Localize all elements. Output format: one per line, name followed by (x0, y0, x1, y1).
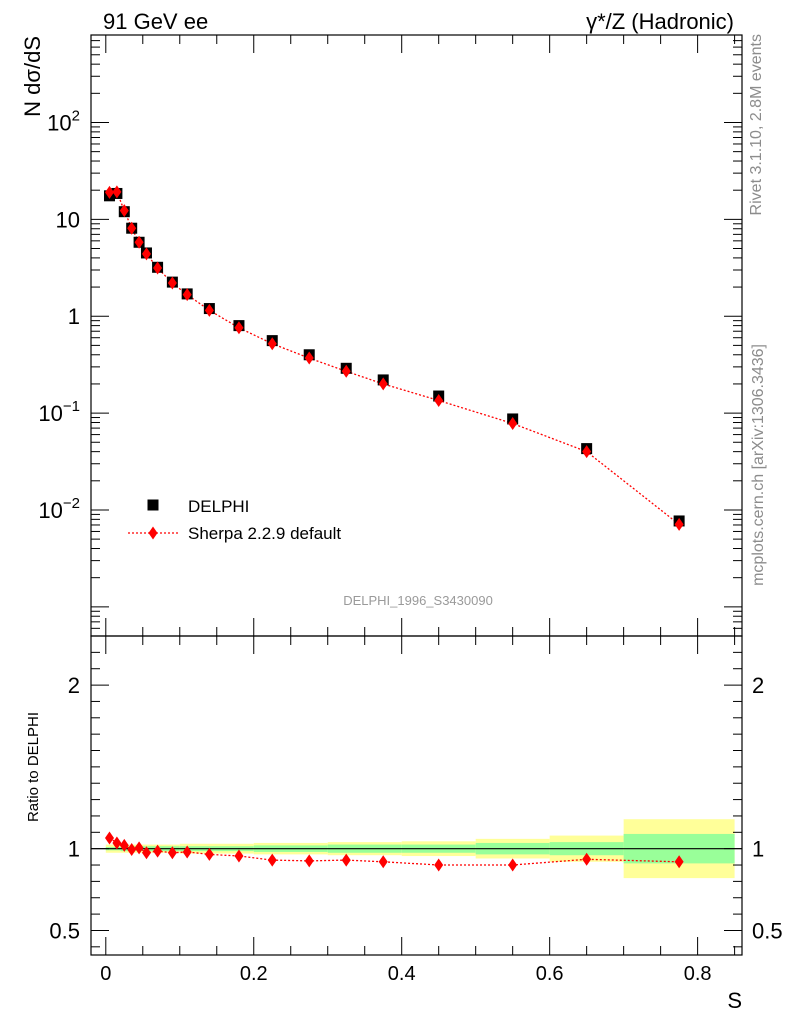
main-y-tick-label: 102 (47, 107, 80, 135)
ratio-y-axis-label: Ratio to DELPHI (25, 712, 42, 822)
sherpa-point (304, 351, 314, 365)
ratio-panel: 0 0.2 0.4 0.6 0.80.5 0.51 12 2 Ratio to DELPHI … (25, 635, 783, 1013)
analysis-watermark: DELPHI_1996_S3430090 (343, 593, 493, 608)
sherpa-point (167, 276, 177, 290)
ratio-sherpa-point (234, 849, 244, 863)
ratio-ticks: 0 0.2 0.4 0.6 0.8 0.5 0.5 1 1 2 2 (49, 636, 783, 985)
sherpa-point (153, 261, 163, 275)
ratio-y-tick-label: 1 (68, 837, 80, 862)
legend-sherpa-label: Sherpa 2.2.9 default (188, 524, 341, 543)
sherpa-point (104, 185, 114, 199)
sherpa-point (127, 221, 137, 235)
ratio-sherpa-point (204, 847, 214, 861)
header-right-label: γ*/Z (Hadronic) (586, 9, 734, 34)
sherpa-line (109, 191, 680, 525)
main-y-tick-label: 1 (68, 304, 80, 329)
ratio-sherpa-point (127, 842, 137, 856)
sherpa-point (204, 303, 214, 317)
sherpa-point (341, 364, 351, 378)
ratio-sherpa-point (141, 846, 151, 860)
sherpa-point (434, 393, 444, 407)
sherpa-point (234, 321, 244, 335)
sherpa-point (378, 377, 388, 391)
ratio-y-tick-label-right: 1 (752, 837, 764, 862)
main-y-tick-label: 10 (56, 207, 80, 232)
legend-delphi-label: DELPHI (188, 497, 249, 516)
x-tick-label: 0.8 (684, 963, 712, 985)
x-tick-label: 0.6 (536, 963, 564, 985)
main-y-tick-label: 10−2 (38, 495, 80, 523)
main-ticks: 10−2 10−1 1 10 102 (38, 34, 742, 637)
ratio-sherpa-point (119, 838, 129, 852)
sherpa-point (112, 185, 122, 199)
sherpa-point (508, 417, 518, 431)
sherpa-point (267, 337, 277, 351)
ratio-y-tick-label-right: 0.5 (752, 918, 783, 943)
ratio-y-tick-label: 2 (68, 673, 80, 698)
rivet-version-label: Rivet 3.1.10, 2.8M events (748, 34, 765, 215)
main-plot-area (103, 185, 685, 531)
sherpa-point (134, 235, 144, 249)
ratio-plot-area (91, 819, 742, 879)
sherpa-point (119, 204, 129, 218)
ratio-y-tick-label: 0.5 (49, 918, 80, 943)
ratio-y-tick-label-right: 2 (752, 673, 764, 698)
main-y-tick-label: 10−1 (38, 398, 80, 426)
legend-delphi-marker (147, 499, 159, 511)
ratio-frame (90, 635, 743, 956)
ratio-sherpa-point (134, 841, 144, 855)
ratio-sherpa-point (104, 831, 114, 845)
ratio-sherpa-point (267, 853, 277, 867)
legend-sherpa-marker (148, 526, 158, 540)
sherpa-point (582, 445, 592, 459)
ratio-sherpa-point (341, 853, 351, 867)
x-axis-label: S (727, 988, 742, 1013)
ratio-sherpa-point (167, 846, 177, 860)
ratio-sherpa-point (508, 858, 518, 872)
x-tick-label: 0 (100, 963, 111, 985)
legend: DELPHI Sherpa 2.2.9 default (128, 497, 341, 543)
header-left-label: 91 GeV ee (103, 9, 208, 34)
sherpa-point (182, 288, 192, 302)
ratio-sherpa-point (582, 852, 592, 866)
x-tick-label: 0.2 (240, 963, 268, 985)
ratio-sherpa-point (378, 855, 388, 869)
sherpa-point (141, 247, 151, 261)
sherpa-point (674, 517, 684, 531)
ratio-sherpa-point (674, 855, 684, 869)
main-panel: 10−2 10−1 1 10 102 N dσ/dS DELPHI Sherpa 2.2.… (20, 34, 743, 637)
ratio-sherpa-point (182, 845, 192, 859)
main-y-axis-label: N dσ/dS (20, 36, 45, 117)
x-tick-label: 0.4 (388, 963, 416, 985)
ratio-sherpa-point (112, 836, 122, 850)
main-frame (90, 34, 743, 637)
ratio-sherpa-point (153, 844, 163, 858)
ratio-sherpa-point (434, 858, 444, 872)
mcplots-citation-label: mcplots.cern.ch [arXiv:1306.3436] (750, 344, 767, 586)
ratio-sherpa-point (304, 854, 314, 868)
